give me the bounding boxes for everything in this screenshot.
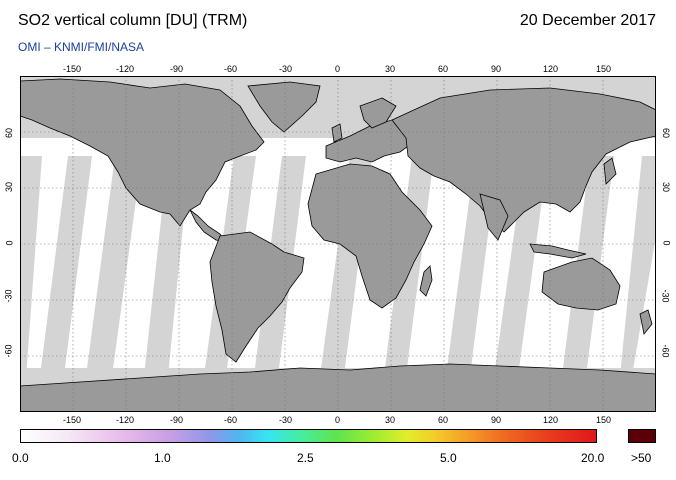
lon-label-top: 120 [543, 64, 559, 74]
lon-label-top: 60 [438, 64, 449, 74]
graticule [20, 76, 656, 412]
colorbar-overflow-label: >50 [631, 451, 652, 465]
lon-label-bottom: 120 [543, 415, 559, 425]
lon-label-bottom: 0 [335, 415, 341, 425]
lon-label-bottom: -60 [224, 415, 238, 425]
lat-label-left: -30 [3, 289, 14, 303]
japan [603, 157, 617, 185]
map-title: SO2 vertical column [DU] (TRM) [18, 12, 248, 29]
africa [307, 163, 433, 309]
colorbar-label: 5.0 [440, 451, 457, 465]
new-zealand [639, 309, 653, 335]
madagascar [419, 265, 433, 297]
lat-label-right: 0 [661, 240, 672, 246]
lon-label-top: 90 [491, 64, 502, 74]
colorbar-label: 20.0 [581, 451, 605, 465]
lon-label-bottom: -90 [170, 415, 184, 425]
lon-label-top: -30 [279, 64, 293, 74]
india [479, 193, 509, 241]
lat-label-left: 30 [4, 181, 15, 193]
lon-label-bottom: -150 [63, 415, 82, 425]
greenland [247, 81, 321, 133]
world-map [20, 76, 656, 412]
lon-label-bottom: -30 [279, 415, 293, 425]
lon-label-bottom: -120 [116, 415, 135, 425]
uk [331, 123, 343, 143]
lon-label-top: 150 [596, 64, 612, 74]
colorbar-gradient [20, 429, 597, 443]
lon-label-top: -90 [170, 64, 184, 74]
lon-label-top: 0 [335, 64, 341, 74]
lat-label-right: 30 [661, 181, 672, 193]
lon-label-top: 30 [385, 64, 396, 74]
colorbar-overflow-swatch [628, 429, 656, 443]
lat-label-left: 60 [4, 127, 15, 139]
lon-label-bottom: 30 [385, 415, 396, 425]
map-date: 20 December 2017 [519, 12, 656, 29]
colorbar-label: 0.0 [12, 451, 29, 465]
credit-line: OMI – KNMI/FMI/NASA [18, 40, 145, 54]
lon-label-bottom: 90 [491, 415, 502, 425]
lon-label-top: -60 [224, 64, 238, 74]
colorbar-label: 2.5 [297, 451, 314, 465]
colorbar-label: 1.0 [154, 451, 171, 465]
lon-label-top: -120 [116, 64, 135, 74]
lat-label-left: 0 [4, 240, 15, 246]
lat-label-right: -30 [660, 289, 671, 303]
north-america [20, 78, 265, 227]
lat-label-left: -60 [3, 344, 14, 358]
lon-label-bottom: 60 [438, 415, 449, 425]
south-america [209, 231, 305, 363]
lon-label-bottom: 150 [596, 415, 612, 425]
map-frame [20, 76, 656, 412]
scandinavia [359, 97, 397, 129]
lon-label-top: -150 [63, 64, 82, 74]
indonesia [529, 243, 587, 259]
lat-label-right: 60 [661, 127, 672, 139]
asia [391, 87, 656, 233]
lat-label-right: -60 [660, 344, 671, 358]
